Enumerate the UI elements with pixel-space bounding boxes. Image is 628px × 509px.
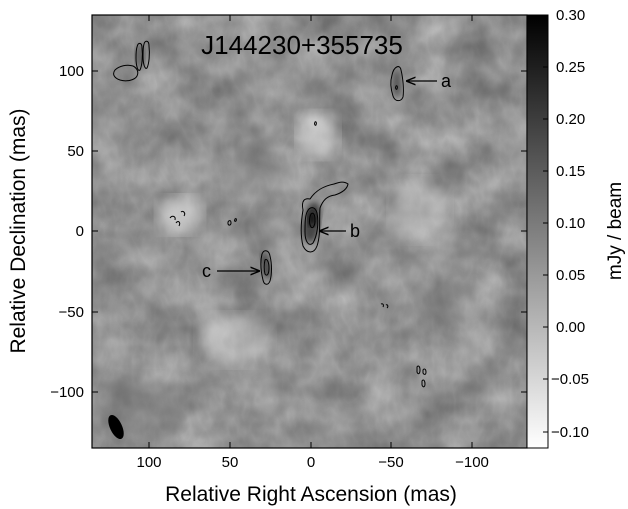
y-tick-label: 50: [67, 143, 84, 160]
contour-small-2: [234, 218, 237, 222]
colorbar-tick-label: 0.15: [556, 163, 585, 180]
contour-b-inner: [309, 212, 316, 229]
component-callouts: a b c: [202, 71, 452, 281]
y-tick-label: −100: [50, 384, 84, 401]
colorbar-gradient: [526, 14, 549, 449]
contour-lines: [113, 40, 427, 388]
label-c: c: [202, 261, 211, 281]
x-tick-label: 100: [136, 454, 161, 471]
colorbar-tick-label: −0.10: [551, 424, 589, 441]
contour-c-inner: [263, 259, 270, 276]
contour-b-outer: [300, 181, 349, 253]
colorbar-tick-label: 0.05: [556, 267, 585, 284]
colorbar-tick-label: 0.20: [556, 111, 585, 128]
map-image: [92, 15, 527, 448]
y-tick-labels: 100 50 0 −50 −100: [50, 63, 84, 401]
colorbar: 0.30 0.25 0.20 0.15 0.10 0.05 −0.05 0.00…: [526, 7, 626, 449]
map-title: J144230+355735: [201, 30, 403, 60]
y-tick-label: 100: [59, 63, 84, 80]
contour-small-4: [380, 303, 389, 309]
beam-ellipse: [108, 414, 124, 440]
colorbar-tick-label: 0.25: [556, 59, 585, 76]
contour-small-5: [416, 365, 421, 375]
contour-topleft-3: [142, 40, 150, 69]
colorbar-tick-label: 0.30: [556, 7, 585, 24]
y-axis: [92, 70, 527, 393]
contour-small-7: [421, 379, 426, 388]
x-axis-label: Relative Right Ascension (mas): [165, 483, 457, 506]
x-tick-labels: 100 50 0 −50 −100: [136, 454, 488, 471]
contour-topleft-2: [135, 42, 143, 71]
colorbar-label: mJy / beam: [605, 182, 626, 280]
x-tick-label: 50: [222, 454, 239, 471]
contour-a-inner: [395, 85, 398, 90]
label-a: a: [441, 71, 452, 91]
contour-b-mid: [304, 207, 319, 245]
contour-topleft-1: [113, 64, 139, 82]
contour-small-1: [227, 220, 232, 226]
x-axis: [148, 15, 473, 448]
x-tick-label: −50: [378, 454, 403, 471]
y-tick-label: 0: [76, 223, 84, 240]
colorbar-tick-label: 0.00: [556, 319, 585, 336]
contour-small-3: [314, 121, 317, 126]
contour-a-outer: [390, 66, 404, 102]
colorbar-tick-label: −0.05: [551, 371, 589, 388]
y-tick-label: −50: [59, 304, 84, 321]
contour-left-squiggle: [169, 210, 186, 227]
label-b: b: [350, 221, 360, 241]
x-tick-label: −100: [455, 454, 489, 471]
contour-c-outer: [260, 250, 272, 285]
colorbar-tick-label: 0.10: [556, 215, 585, 232]
x-tick-label: 0: [307, 454, 315, 471]
contour-small-6: [422, 368, 427, 375]
y-axis-label: Relative Declination (mas): [7, 108, 30, 353]
